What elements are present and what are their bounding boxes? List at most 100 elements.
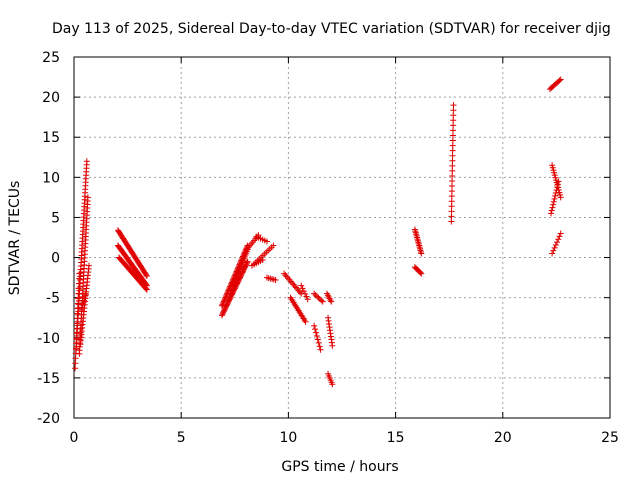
- data-point: [449, 157, 456, 164]
- plot-frame: [73, 56, 611, 419]
- data-point: [291, 282, 298, 289]
- x-tick-label: 0: [70, 430, 79, 446]
- data-point: [223, 293, 230, 300]
- data-point: [448, 203, 455, 210]
- y-tick-label: 10: [42, 170, 60, 186]
- data-point: [316, 296, 323, 303]
- data-point: [303, 293, 310, 300]
- data-point: [302, 318, 309, 325]
- data-point: [448, 208, 455, 215]
- data-point: [222, 294, 229, 301]
- data-point: [548, 210, 555, 217]
- data-point: [557, 230, 564, 237]
- data-point: [449, 172, 456, 179]
- data-point: [311, 290, 318, 297]
- data-point: [554, 239, 561, 246]
- data-point: [317, 346, 324, 353]
- data-point: [418, 250, 425, 257]
- data-point: [449, 142, 456, 149]
- data-point: [549, 250, 556, 257]
- data-point: [311, 322, 318, 329]
- y-tick-label: 0: [51, 251, 60, 267]
- data-point: [221, 295, 228, 302]
- data-point: [82, 290, 89, 297]
- data-point: [450, 127, 457, 134]
- data-point: [551, 244, 558, 251]
- data-point: [552, 190, 559, 197]
- data-point: [448, 198, 455, 205]
- x-tick-label: 15: [387, 430, 405, 446]
- data-point: [557, 76, 564, 83]
- data-point: [449, 137, 456, 144]
- data-point: [285, 275, 292, 282]
- y-axis-ticks: -20 -15 -10 -5 0 5 10 15 20 25: [37, 50, 610, 427]
- data-point: [312, 291, 319, 298]
- data-point: [550, 201, 557, 208]
- data-point: [281, 270, 288, 277]
- data-point: [304, 296, 311, 303]
- data-point: [449, 152, 456, 159]
- data-point: [555, 178, 562, 185]
- data-point: [448, 188, 455, 195]
- data-point: [259, 256, 266, 263]
- data-point: [290, 281, 297, 288]
- y-tick-label: 15: [42, 130, 60, 146]
- data-point: [299, 285, 306, 292]
- x-tick-label: 5: [177, 430, 186, 446]
- data-point: [294, 286, 301, 293]
- y-tick-label: 20: [42, 90, 60, 106]
- data-point: [449, 132, 456, 139]
- data-point: [450, 117, 457, 124]
- y-tick-label: -5: [46, 291, 60, 307]
- data-point: [550, 247, 557, 254]
- y-axis-label: SDTVAR / TECUs: [7, 181, 23, 296]
- data-point: [300, 288, 307, 295]
- y-tick-label: 5: [51, 210, 60, 226]
- data-point: [225, 287, 232, 294]
- data-point: [448, 183, 455, 190]
- data-point: [329, 342, 336, 349]
- data-point: [555, 236, 562, 243]
- data-point: [313, 333, 320, 340]
- data-point: [554, 181, 561, 188]
- data-point: [450, 102, 457, 109]
- data-point: [143, 285, 150, 292]
- chart-title: Day 113 of 2025, Sidereal Day-to-day VTE…: [52, 21, 611, 37]
- data-point: [312, 326, 319, 333]
- data-point: [550, 198, 557, 205]
- grid-lines: [74, 57, 610, 418]
- data-point: [286, 276, 293, 283]
- data-point: [319, 298, 326, 305]
- data-point: [312, 329, 319, 336]
- data-point: [244, 258, 251, 265]
- x-tick-label: 25: [601, 430, 619, 446]
- data-point: [143, 271, 150, 278]
- data-point: [449, 167, 456, 174]
- data-point: [449, 177, 456, 184]
- y-tick-label: -10: [37, 331, 60, 347]
- x-axis-ticks: 0 5 10 15 20 25: [70, 57, 619, 446]
- data-point: [417, 269, 424, 276]
- data-point: [318, 297, 325, 304]
- data-point: [83, 158, 90, 165]
- data-point: [263, 238, 270, 245]
- x-axis-label: GPS time / hours: [281, 459, 398, 475]
- data-point: [314, 336, 321, 343]
- data-point: [449, 147, 456, 154]
- y-tick-label: -15: [37, 371, 60, 387]
- data-point: [270, 242, 277, 249]
- data-point: [143, 286, 150, 293]
- data-point: [448, 193, 455, 200]
- data-point: [450, 122, 457, 129]
- data-point: [551, 195, 558, 202]
- x-tick-label: 20: [494, 430, 512, 446]
- data-point: [86, 262, 93, 269]
- x-tick-label: 10: [279, 430, 297, 446]
- data-point: [76, 270, 83, 277]
- data-point: [329, 381, 336, 388]
- data-point: [556, 233, 563, 240]
- data-point: [316, 343, 323, 350]
- data-point: [557, 194, 564, 201]
- data-point: [556, 77, 563, 84]
